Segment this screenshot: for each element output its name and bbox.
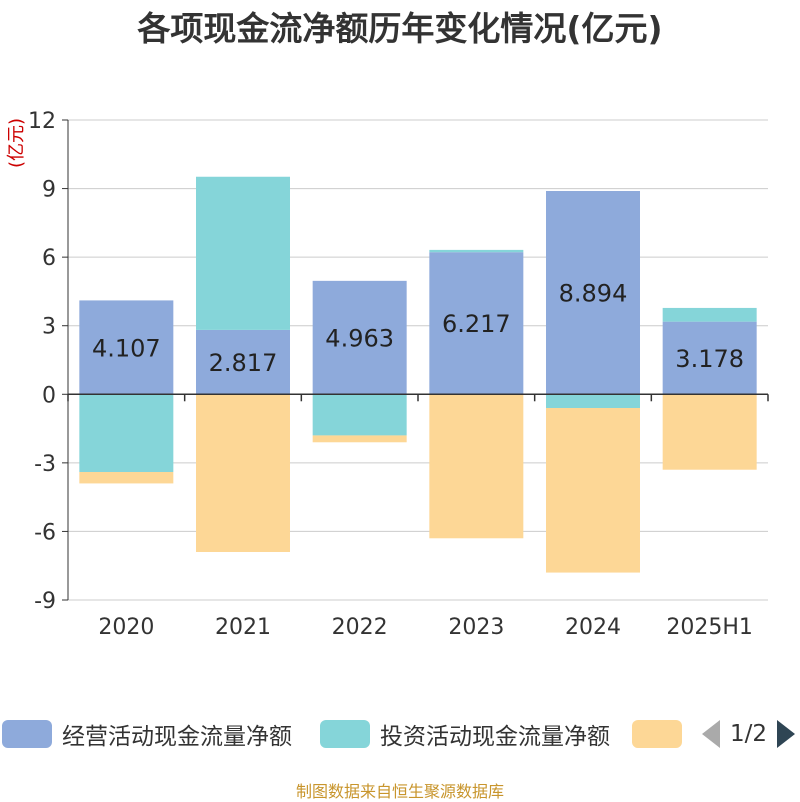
legend-item-operating[interactable]: 经营活动现金流量净额 xyxy=(2,714,292,754)
data-source-note: 制图数据来自恒生聚源数据库 xyxy=(295,782,504,801)
x-tick-label: 2024 xyxy=(565,615,621,640)
legend-prev-icon[interactable] xyxy=(702,720,720,748)
x-tick-label: 2021 xyxy=(215,615,271,640)
y-tick-label: -6 xyxy=(34,520,56,545)
bar-2022-series-1 xyxy=(312,394,407,436)
bar-2022-series-0 xyxy=(312,280,407,395)
bar-2024-series-2 xyxy=(546,408,640,573)
data-label: 4.107 xyxy=(92,334,161,362)
y-tick-label: 6 xyxy=(42,246,56,271)
chart-title: 各项现金流净额历年变化情况(亿元) xyxy=(137,9,663,48)
data-label: 4.963 xyxy=(325,325,394,353)
data-label: 6.217 xyxy=(442,310,511,338)
bar-2021-series-2 xyxy=(196,394,290,552)
data-label: 2.817 xyxy=(209,349,278,377)
bar-2025H1-series-2 xyxy=(662,394,757,470)
legend-label-investing: 投资活动现金流量净额 xyxy=(380,724,610,750)
y-tick-label: -3 xyxy=(34,452,56,477)
y-tick-label: 9 xyxy=(42,178,56,203)
bar-2022-series-2 xyxy=(312,435,407,443)
bar-2024-series-0 xyxy=(546,190,640,395)
x-tick-label: 2025H1 xyxy=(666,615,753,640)
bar-2023-series-0 xyxy=(429,252,524,395)
legend-pager: 1/2 xyxy=(702,720,796,748)
y-tick-label: 12 xyxy=(28,109,56,134)
bar-2021-series-0 xyxy=(196,329,290,395)
bar-2023-series-1 xyxy=(429,249,524,253)
x-tick-label: 2023 xyxy=(448,615,504,640)
legend-page-indicator: 1/2 xyxy=(730,721,768,747)
legend-label-operating: 经营活动现金流量净额 xyxy=(62,724,292,750)
bar-2023-series-2 xyxy=(429,394,524,539)
bar-2020-series-1 xyxy=(79,394,174,472)
y-tick-label: -9 xyxy=(34,589,56,614)
data-label: 3.178 xyxy=(675,345,744,373)
legend-swatch-operating xyxy=(2,720,52,748)
legend: 经营活动现金流量净额 投资活动现金流量净额 1/2 xyxy=(0,714,800,758)
stacked-bar-chart: 12 9 6 3 0 -3 -6 -9 4.107 2020 2.817 2021 4.963 2022 6… xyxy=(28,109,769,640)
legend-item-financing[interactable] xyxy=(632,714,682,754)
x-tick-label: 2022 xyxy=(332,615,388,640)
y-tick-label: 3 xyxy=(42,315,56,340)
legend-swatch-financing xyxy=(632,720,682,748)
bar-2024-series-1 xyxy=(546,394,640,408)
bar-2020-series-0 xyxy=(79,300,174,395)
bar-2025H1-series-0 xyxy=(662,321,757,395)
legend-swatch-investing xyxy=(320,720,370,748)
x-tick-label: 2020 xyxy=(98,615,154,640)
y-tick-label: 0 xyxy=(42,383,56,408)
data-label: 8.894 xyxy=(559,280,628,308)
legend-next-icon[interactable] xyxy=(777,720,796,748)
bar-2025H1-series-1 xyxy=(662,307,757,322)
legend-item-investing[interactable]: 投资活动现金流量净额 xyxy=(320,714,610,754)
bar-2021-series-1 xyxy=(196,176,290,330)
bar-2020-series-2 xyxy=(79,472,174,484)
